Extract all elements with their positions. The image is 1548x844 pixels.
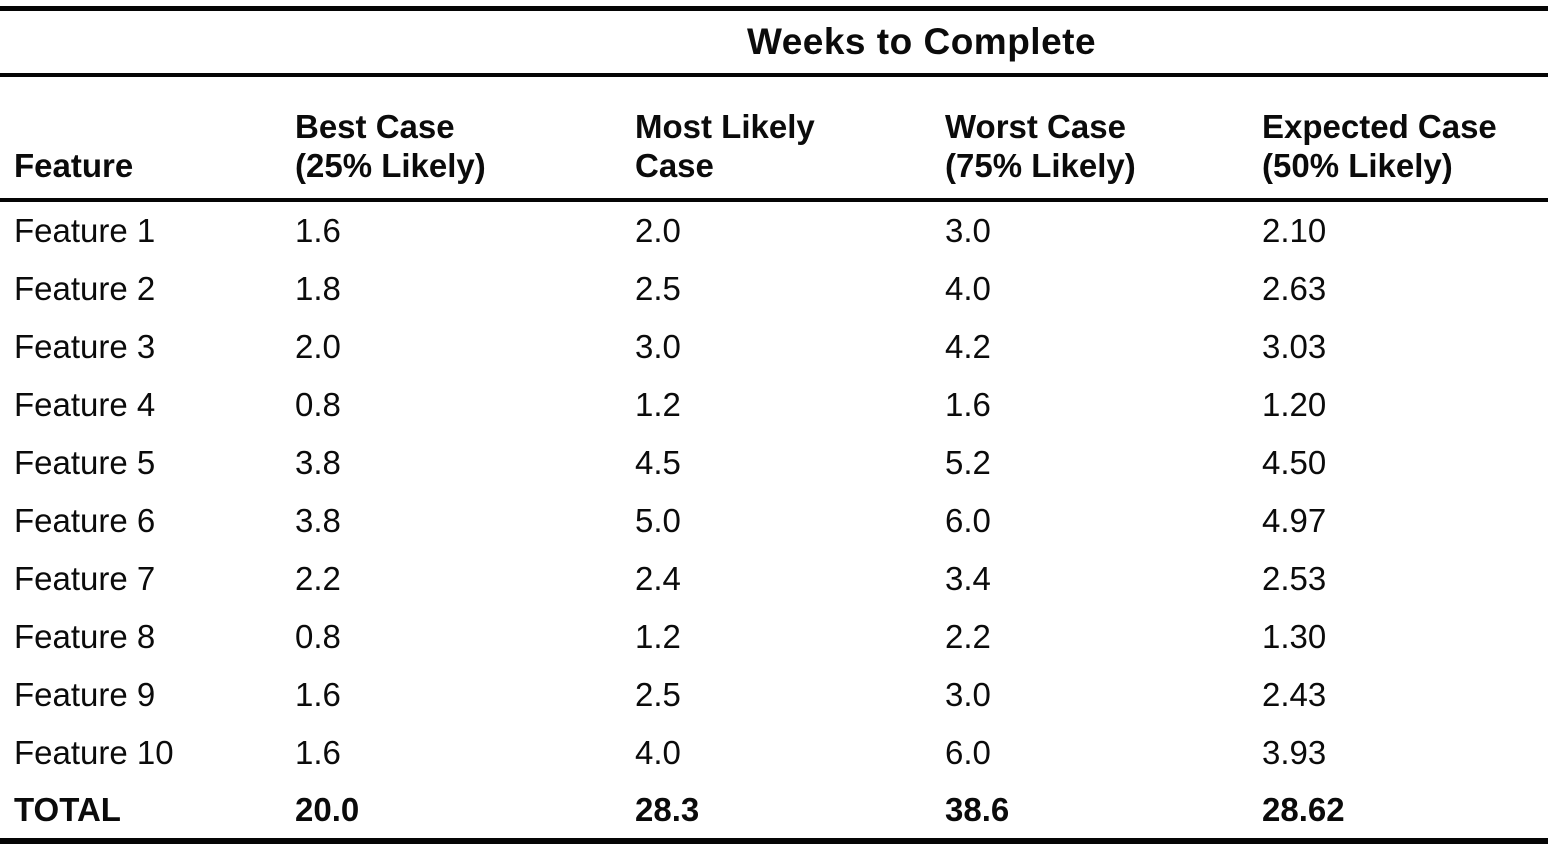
table-row: Feature 5 3.8 4.5 5.2 4.50 [0, 434, 1548, 492]
cell-most-likely: 4.0 [635, 733, 681, 771]
cell-feature: Feature 4 [14, 385, 156, 423]
cell-worst-case: 2.2 [945, 617, 991, 655]
cell-feature: Feature 2 [14, 269, 156, 307]
cell-best-case: 1.6 [295, 733, 341, 771]
column-header-expected-case: Expected Case (50% Likely) [1248, 75, 1548, 202]
table-row: Feature 3 2.0 3.0 4.2 3.03 [0, 318, 1548, 376]
table-row: Feature 8 0.8 1.2 2.2 1.30 [0, 608, 1548, 666]
total-worst-case: 38.6 [945, 790, 1010, 828]
cell-most-likely: 5.0 [635, 501, 681, 539]
cell-feature: Feature 9 [14, 675, 156, 713]
cell-worst-case: 6.0 [945, 501, 991, 539]
total-row: TOTAL 20.0 28.3 38.6 28.62 [0, 782, 1548, 842]
cell-best-case: 2.2 [295, 559, 341, 597]
cell-best-case: 2.0 [295, 327, 341, 365]
cell-most-likely: 1.2 [635, 617, 681, 655]
cell-best-case: 1.8 [295, 269, 341, 307]
cell-expected-case: 4.97 [1262, 501, 1327, 539]
cell-feature: Feature 5 [14, 443, 156, 481]
cell-worst-case: 4.0 [945, 269, 991, 307]
most-likely-label-line1: Most Likely [635, 108, 815, 146]
cell-best-case: 1.6 [295, 675, 341, 713]
cell-best-case: 3.8 [295, 443, 341, 481]
cell-worst-case: 3.4 [945, 559, 991, 597]
spanner-header-row: Weeks to Complete [0, 8, 1548, 77]
cell-most-likely: 2.4 [635, 559, 681, 597]
cell-worst-case: 6.0 [945, 733, 991, 771]
column-header-best-case: Best Case (25% Likely) [281, 75, 621, 202]
cell-most-likely: 3.0 [635, 327, 681, 365]
cell-feature: Feature 1 [14, 211, 156, 249]
table-row: Feature 1 1.6 2.0 3.0 2.10 [0, 200, 1548, 260]
cell-worst-case: 5.2 [945, 443, 991, 481]
cell-expected-case: 3.93 [1262, 733, 1327, 771]
total-best-case: 20.0 [295, 790, 360, 828]
cell-most-likely: 4.5 [635, 443, 681, 481]
scanned-document-page: Weeks to Complete Feature Best Case (25%… [0, 6, 1548, 844]
cell-feature: Feature 8 [14, 617, 156, 655]
cell-best-case: 0.8 [295, 385, 341, 423]
cell-most-likely: 2.5 [635, 269, 681, 307]
worst-case-label-line1: Worst Case [945, 108, 1126, 146]
best-case-label-line1: Best Case [295, 108, 455, 146]
table-row: Feature 9 1.6 2.5 3.0 2.43 [0, 666, 1548, 724]
expected-case-label-line2: (50% Likely) [1262, 147, 1453, 185]
expected-case-label-line1: Expected Case [1262, 108, 1497, 146]
column-header-feature-label: Feature [14, 147, 134, 185]
cell-worst-case: 4.2 [945, 327, 991, 365]
cell-expected-case: 2.53 [1262, 559, 1327, 597]
cell-best-case: 3.8 [295, 501, 341, 539]
worst-case-label-line2: (75% Likely) [945, 147, 1136, 185]
cell-best-case: 1.6 [295, 211, 341, 249]
cell-worst-case: 3.0 [945, 211, 991, 249]
cell-expected-case: 2.10 [1262, 211, 1327, 249]
table-row: Feature 2 1.8 2.5 4.0 2.63 [0, 260, 1548, 318]
table-row: Feature 6 3.8 5.0 6.0 4.97 [0, 492, 1548, 550]
cell-expected-case: 4.50 [1262, 443, 1327, 481]
cell-expected-case: 1.20 [1262, 385, 1327, 423]
column-header-feature: Feature [0, 75, 281, 202]
cell-worst-case: 3.0 [945, 675, 991, 713]
cell-feature: Feature 10 [14, 733, 174, 771]
column-header-most-likely: Most Likely Case [621, 75, 931, 202]
cell-expected-case: 1.30 [1262, 617, 1327, 655]
cell-worst-case: 1.6 [945, 385, 991, 423]
most-likely-label-line2: Case [635, 147, 714, 185]
cell-feature: Feature 6 [14, 501, 156, 539]
table-spanner-title: Weeks to Complete [281, 8, 1548, 77]
column-header-row: Feature Best Case (25% Likely) Most Like… [0, 75, 1548, 202]
table-row: Feature 4 0.8 1.2 1.6 1.20 [0, 376, 1548, 434]
table-row: Feature 10 1.6 4.0 6.0 3.93 [0, 724, 1548, 782]
total-most-likely: 28.3 [635, 790, 700, 828]
table-row: Feature 7 2.2 2.4 3.4 2.53 [0, 550, 1548, 608]
cell-expected-case: 3.03 [1262, 327, 1327, 365]
cell-most-likely: 2.5 [635, 675, 681, 713]
cell-feature: Feature 3 [14, 327, 156, 365]
cell-expected-case: 2.63 [1262, 269, 1327, 307]
spanner-empty-cell [0, 8, 281, 77]
cell-most-likely: 2.0 [635, 211, 681, 249]
best-case-label-line2: (25% Likely) [295, 147, 486, 185]
total-expected-case: 28.62 [1262, 790, 1345, 828]
total-label: TOTAL [14, 790, 121, 828]
cell-most-likely: 1.2 [635, 385, 681, 423]
cell-expected-case: 2.43 [1262, 675, 1327, 713]
estimation-table: Weeks to Complete Feature Best Case (25%… [0, 6, 1548, 844]
column-header-worst-case: Worst Case (75% Likely) [931, 75, 1248, 202]
cell-best-case: 0.8 [295, 617, 341, 655]
cell-feature: Feature 7 [14, 559, 156, 597]
